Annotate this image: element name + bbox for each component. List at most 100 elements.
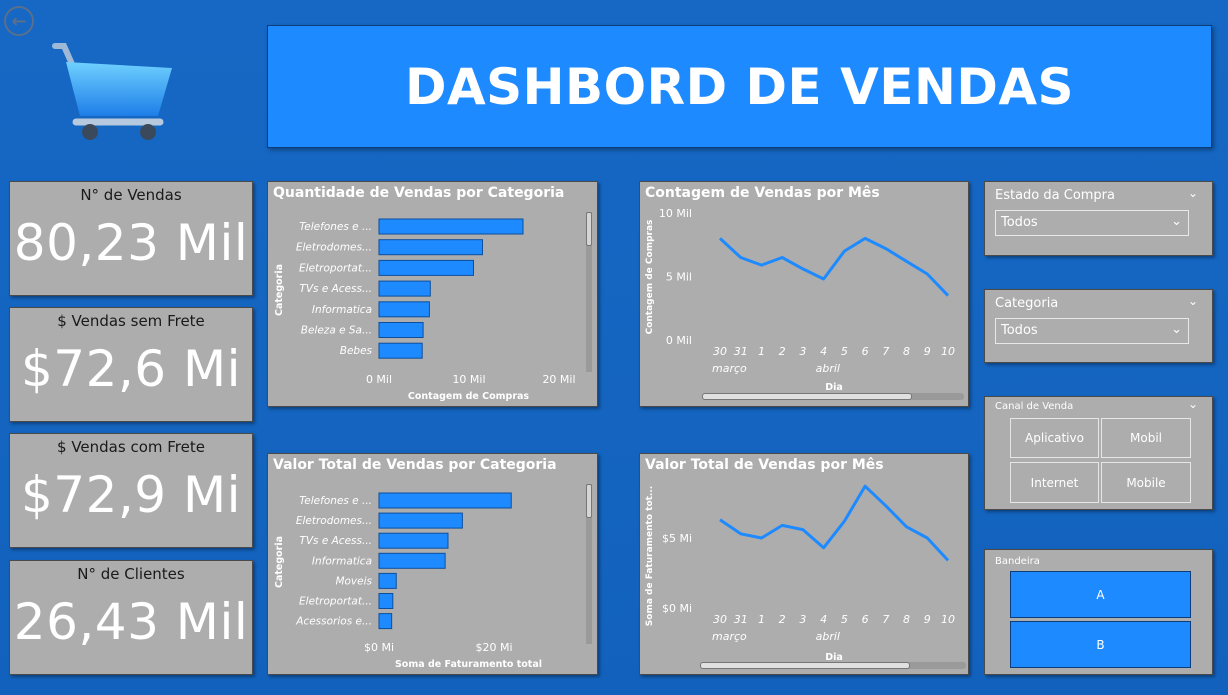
month-label: abril [816, 630, 840, 643]
chevron-down-icon[interactable]: ⌄ [1187, 294, 1198, 308]
series-line[interactable] [718, 236, 950, 297]
bar[interactable] [378, 322, 424, 338]
estado-dropdown[interactable]: Todos ⌄ [995, 210, 1189, 236]
bar[interactable] [378, 342, 423, 359]
bar-chart: Telefones e ... Eletrodomes... TVs e Acess… [274, 492, 542, 670]
horizontal-scrollbar[interactable] [700, 662, 966, 669]
chart-valor-categoria[interactable]: Valor Total de Vendas por Categoria Tele… [267, 453, 598, 675]
x-tick-label: 9 [924, 345, 931, 358]
bar[interactable] [378, 572, 397, 589]
bar[interactable] [378, 532, 449, 549]
category-label: Eletrodomes... [296, 515, 372, 527]
y-tick-label: $0 Mi [662, 602, 692, 615]
x-tick-label: 7 [882, 345, 889, 358]
kpi-title: $ Vendas com Frete [57, 438, 205, 456]
category-label: Eletrodomes... [296, 242, 372, 254]
kpi-value: 26,43 Mil [13, 593, 249, 651]
slicer-bandeira: Bandeira A B [984, 549, 1213, 675]
y-axis-label: Soma de Faturamento tot... [645, 486, 655, 626]
x-tick-label: $0 Mi [364, 641, 394, 654]
chevron-down-icon[interactable]: ⌄ [1187, 397, 1198, 411]
chevron-down-icon: ⌄ [1171, 214, 1182, 229]
x-tick-label: 4 [820, 613, 827, 626]
bar[interactable] [378, 512, 463, 529]
category-label: Informatica [312, 555, 372, 567]
bar[interactable] [378, 301, 430, 318]
bandeira-option-b[interactable]: B [1010, 621, 1191, 668]
kpi-card-vendas-com-frete: $ Vendas com Frete $72,9 Mi [9, 433, 253, 548]
month-label: março [712, 630, 747, 643]
slicer-categoria: Categoria ⌄ Todos ⌄ [984, 289, 1213, 363]
x-tick-label: 4 [820, 345, 827, 358]
x-tick-label: 0 Mil [366, 373, 392, 386]
scrollbar[interactable] [586, 484, 592, 644]
x-tick-label: 20 Mil [542, 373, 575, 386]
y-tick-label: 5 Mil [666, 271, 692, 284]
kpi-value: 80,23 Mil [13, 214, 249, 272]
horizontal-scrollbar[interactable] [702, 393, 964, 400]
bar[interactable] [378, 593, 394, 609]
dropdown-value: Todos [1001, 323, 1038, 338]
chart-contagem-mes[interactable]: Contagem de Vendas por Mês 0 Mil 5 Mil 10 … [639, 181, 969, 407]
y-tick-label: 0 Mil [666, 334, 692, 347]
kpi-card-vendas: N° de Vendas 80,23 Mil [9, 181, 253, 296]
x-tick-label: 10 Mil [452, 373, 485, 386]
x-tick-label: 2 [779, 345, 786, 358]
month-label: março [712, 362, 747, 375]
chevron-down-icon[interactable]: ⌄ [1187, 186, 1198, 200]
slicer-title: Bandeira [995, 556, 1040, 567]
x-tick-label: 8 [903, 613, 910, 626]
x-axis-label: Contagem de Compras [408, 391, 530, 402]
x-tick-label: 30 [713, 613, 727, 626]
canal-option-mobile[interactable]: Mobile [1101, 462, 1191, 503]
categoria-dropdown[interactable]: Todos ⌄ [995, 318, 1189, 344]
x-tick-label: 9 [924, 613, 931, 626]
page-title: DASHBORD DE VENDAS [267, 25, 1212, 148]
chart-valor-mes[interactable]: Valor Total de Vendas por Mês $0 Mi $5 Mi… [639, 453, 969, 675]
bar[interactable] [378, 492, 512, 509]
y-tick-label: $5 Mi [662, 532, 692, 545]
category-label: Telefones e ... [299, 495, 372, 507]
back-arrow-icon[interactable]: ← [4, 6, 34, 36]
chart-title: Valor Total de Vendas por Categoria [273, 457, 557, 473]
dropdown-value: Todos [1001, 215, 1038, 230]
bar[interactable] [378, 239, 483, 256]
canal-option-mobil[interactable]: Mobil [1101, 418, 1191, 458]
slicer-estado-compra: Estado da Compra ⌄ Todos ⌄ [984, 181, 1213, 256]
category-label: Bebes [340, 345, 373, 357]
scrollbar[interactable] [586, 212, 592, 372]
canal-option-internet[interactable]: Internet [1010, 462, 1099, 503]
bar-chart: Telefones e ... Eletrodomes... Eletroporta… [274, 218, 576, 402]
category-label: Moveis [335, 575, 372, 587]
x-tick-label: 7 [882, 613, 889, 626]
x-tick-label: 31 [734, 345, 748, 358]
category-label: Telefones e ... [299, 221, 372, 233]
kpi-card-clientes: N° de Clientes 26,43 Mil [9, 560, 253, 675]
x-tick-label: 1 [758, 613, 765, 626]
category-label: Eletroportat... [299, 596, 372, 608]
series-line[interactable] [719, 484, 950, 562]
category-label: Eletroportat... [299, 262, 372, 274]
bar[interactable] [378, 552, 446, 569]
chart-title: Contagem de Vendas por Mês [645, 185, 880, 201]
chart-quantidade-categoria[interactable]: Quantidade de Vendas por Categoria Telef… [267, 181, 598, 407]
bar[interactable] [378, 259, 474, 276]
category-label: Beleza e Sa... [301, 325, 372, 337]
x-tick-label: 31 [734, 613, 748, 626]
bar[interactable] [378, 280, 431, 297]
bar[interactable] [378, 613, 393, 630]
canal-option-aplicativo[interactable]: Aplicativo [1010, 418, 1099, 458]
x-tick-label: 6 [862, 345, 869, 358]
y-axis-label: Categoria [274, 536, 285, 588]
category-label: TVs e Acess... [299, 535, 372, 547]
y-axis-label: Contagem de Compras [645, 220, 655, 335]
kpi-title: N° de Vendas [80, 186, 182, 204]
bar[interactable] [378, 218, 524, 235]
bandeira-option-a[interactable]: A [1010, 571, 1191, 618]
slicer-title: Estado da Compra [995, 188, 1115, 203]
x-tick-label: 30 [713, 345, 727, 358]
kpi-value: $72,9 Mi [20, 466, 242, 524]
category-label: Informatica [312, 304, 372, 316]
